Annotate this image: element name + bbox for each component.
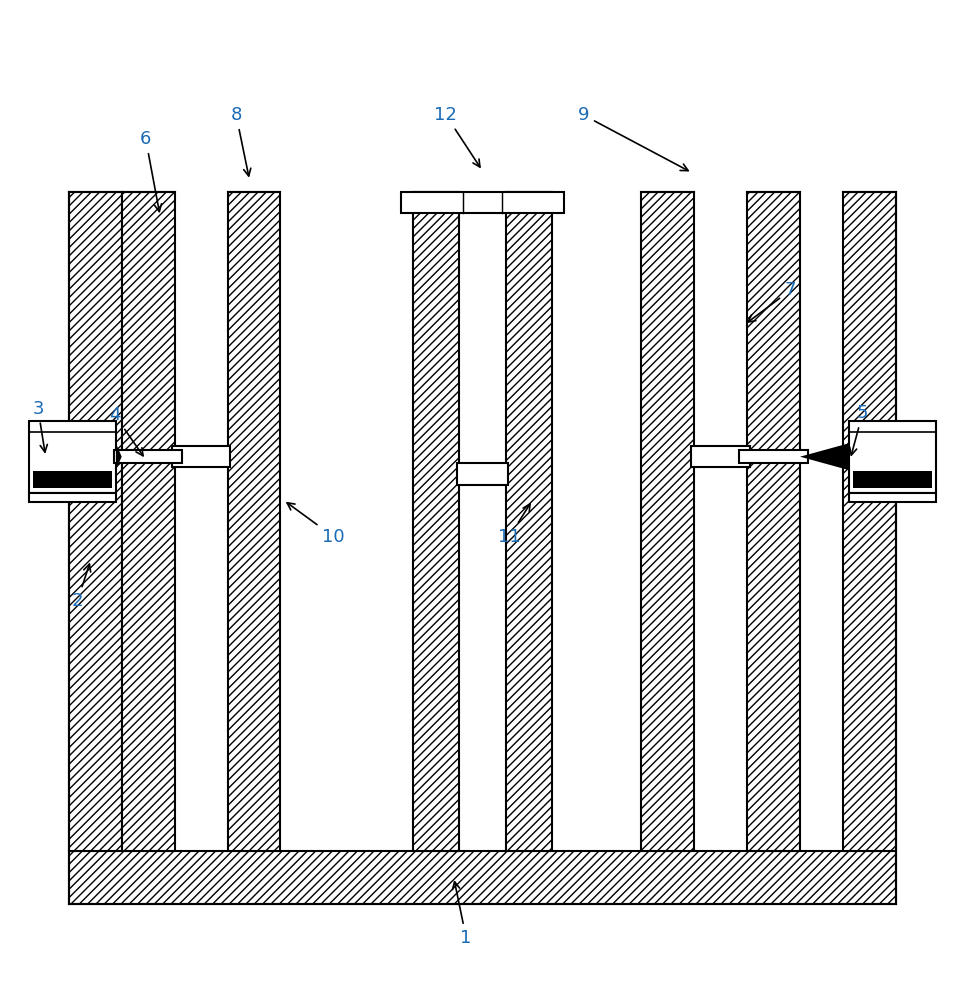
Bar [642,192,694,851]
Text: 6: 6 [140,130,161,212]
Bar [69,851,896,904]
Text: 7: 7 [748,281,796,322]
Bar [122,192,175,851]
Bar [29,493,116,502]
Bar [69,192,122,851]
Polygon shape [800,443,849,470]
Bar [29,421,116,493]
Bar [400,192,565,213]
Bar [456,463,509,485]
Bar [691,446,750,467]
Bar [853,471,932,488]
Bar [413,192,459,851]
Bar [843,192,896,851]
Text: 1: 1 [453,882,472,947]
Bar [747,192,800,851]
Text: 3: 3 [32,400,47,452]
Text: 10: 10 [287,503,345,546]
Text: 12: 12 [434,106,480,167]
Text: 5: 5 [850,404,868,455]
Text: 9: 9 [578,106,688,171]
Text: 4: 4 [109,406,143,456]
Bar [122,192,843,851]
Text: 8: 8 [231,106,251,176]
Polygon shape [116,443,122,470]
Bar [228,192,281,851]
Bar [114,450,182,463]
Bar [849,421,936,493]
Bar [33,471,112,488]
Bar [739,450,808,463]
Text: 11: 11 [498,504,530,546]
Text: 2: 2 [71,564,91,610]
Bar [849,493,936,502]
Bar [172,446,231,467]
Bar [506,192,552,851]
